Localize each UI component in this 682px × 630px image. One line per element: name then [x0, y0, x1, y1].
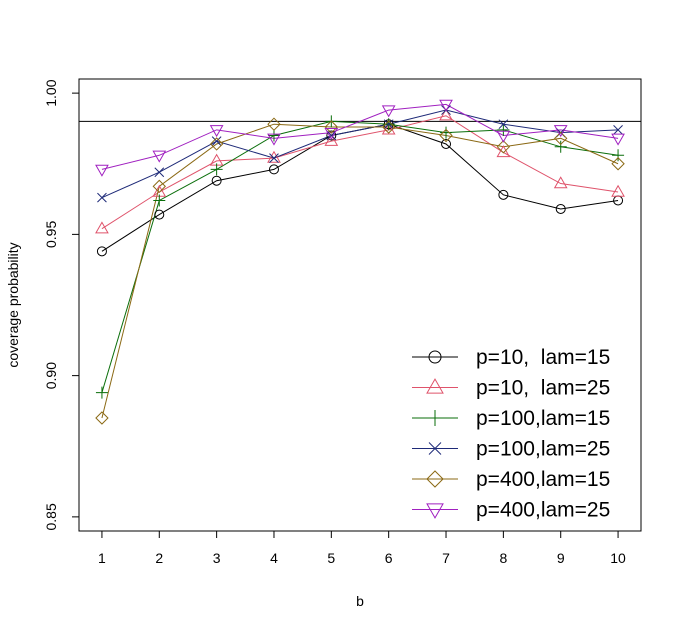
y-axis: 0.85 0.90 0.95 1.00 [43, 79, 79, 531]
data-point [611, 184, 625, 197]
data-point [269, 153, 279, 163]
data-point [554, 131, 568, 146]
y-tick-label: 0.90 [43, 362, 59, 389]
data-point [497, 123, 510, 136]
legend-label: p=10, lam=25 [476, 377, 610, 400]
data-point [268, 164, 279, 175]
x-tick-label: 4 [270, 550, 278, 566]
legend-marker [428, 442, 442, 455]
data-point [211, 175, 222, 186]
data-point [95, 164, 109, 177]
data-point [152, 150, 167, 163]
legend-label: p=400,lam=15 [476, 468, 610, 491]
data-point [152, 179, 166, 194]
x-tick-label: 1 [98, 550, 106, 566]
legend: p=10, lam=15 p=10, lam=25 p=100,lam=15 p=10… [412, 346, 610, 522]
x-tick-label: 10 [610, 550, 626, 566]
legend-marker [426, 378, 444, 394]
data-point [496, 140, 511, 154]
data-point [267, 150, 281, 163]
data-point [211, 136, 222, 147]
legend-label: p=100,lam=25 [476, 438, 610, 461]
legend-label: p=10, lam=15 [476, 346, 610, 369]
data-point [553, 176, 568, 189]
x-tick-label: 9 [557, 550, 565, 566]
data-point [439, 128, 453, 143]
data-point [324, 127, 339, 140]
data-point [326, 130, 337, 141]
x-axis: 1 2 3 4 5 6 7 8 9 10 [98, 531, 626, 566]
data-point [611, 133, 625, 146]
x-axis-label: b [356, 593, 364, 609]
data-point [153, 194, 166, 207]
data-point [555, 203, 566, 214]
data-point [612, 149, 625, 162]
data-point [381, 120, 396, 134]
data-point [611, 157, 625, 171]
x-tick-label: 5 [327, 550, 335, 566]
x-tick-label: 2 [155, 550, 163, 566]
series-line-6 [101, 103, 619, 170]
data-point [209, 137, 224, 151]
data-point [154, 167, 165, 178]
series-line-1 [101, 123, 619, 252]
data-point [97, 192, 107, 203]
data-point [326, 130, 337, 141]
data-point [95, 221, 109, 234]
plot-frame [78, 78, 642, 532]
x-tick-label: 7 [442, 550, 450, 566]
data-point [383, 119, 394, 130]
y-tick-label: 0.85 [43, 503, 59, 530]
data-point [496, 130, 511, 143]
y-axis-label: coverage probability [5, 242, 21, 367]
data-point [553, 125, 568, 138]
data-point [613, 124, 623, 135]
legend-marker [426, 503, 444, 519]
series-line-3 [101, 120, 619, 393]
series-markers [95, 99, 625, 425]
legend-label: p=400,lam=25 [476, 499, 610, 522]
data-point [154, 209, 165, 220]
data-point [95, 411, 109, 425]
x-tick-label: 6 [385, 550, 393, 566]
x-tick-label: 3 [213, 550, 221, 566]
data-point [496, 145, 511, 158]
data-point [441, 138, 452, 149]
data-point [95, 386, 108, 399]
data-point [324, 133, 339, 146]
data-point [210, 163, 223, 176]
y-tick-label: 0.95 [43, 221, 59, 248]
data-point [439, 108, 453, 121]
data-point [267, 129, 280, 142]
series-line-4 [101, 109, 619, 199]
data-point [267, 117, 281, 131]
data-point [554, 140, 567, 153]
series-lines [101, 103, 619, 419]
legend-marker [427, 410, 443, 426]
data-point [209, 125, 224, 138]
data-point [381, 122, 396, 135]
legend-label: p=100,lam=15 [476, 407, 610, 430]
data-point [440, 126, 453, 139]
data-point [439, 99, 453, 112]
data-point [267, 133, 281, 146]
data-point [381, 105, 396, 118]
series-line-5 [101, 123, 619, 419]
x-tick-label: 8 [499, 550, 507, 566]
legend-marker [428, 350, 442, 364]
y-tick-label: 1.00 [43, 79, 59, 106]
data-point [498, 119, 509, 130]
data-point [96, 246, 107, 257]
series-line-2 [101, 115, 619, 230]
legend-marker [426, 470, 444, 488]
data-point [324, 120, 339, 134]
data-point [498, 189, 509, 200]
